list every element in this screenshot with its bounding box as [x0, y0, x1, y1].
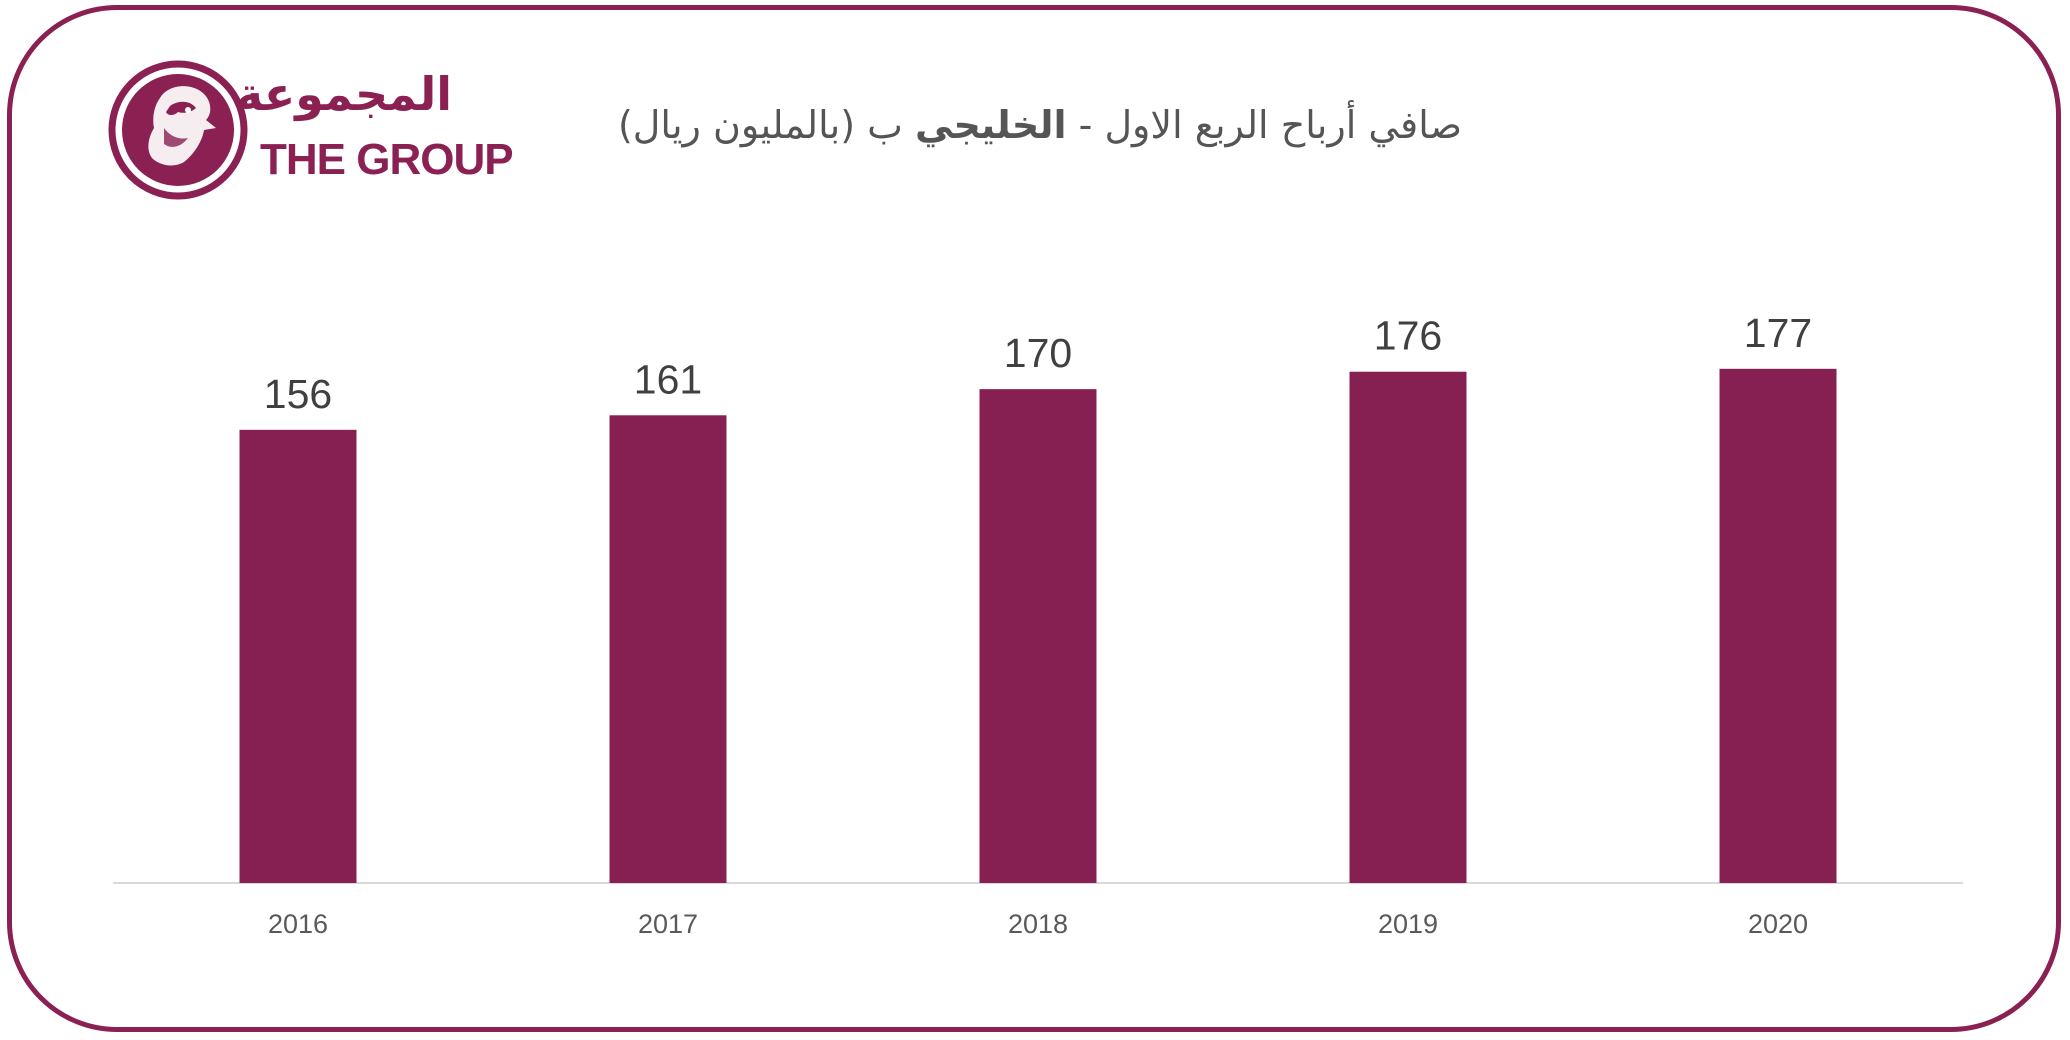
data-label-2017: 161 — [634, 356, 702, 402]
x-tick-label-2017: 2017 — [638, 909, 698, 939]
logo-arabic-text: المجموعة — [235, 67, 452, 121]
x-tick-label-2018: 2018 — [1008, 909, 1068, 939]
data-label-2020: 177 — [1744, 310, 1812, 356]
data-label-2016: 156 — [264, 371, 332, 417]
bar-2019 — [1349, 371, 1467, 883]
chart-title-part1: صافي أرباح الربع الاول - — [1078, 103, 1463, 147]
data-label-2019: 176 — [1374, 313, 1442, 359]
falcon-emblem-icon — [108, 60, 248, 200]
x-tick-label-2019: 2019 — [1378, 909, 1438, 939]
bar-2020 — [1719, 368, 1837, 883]
chart-title-bold: الخليجي — [915, 103, 1067, 147]
bar-2017 — [609, 415, 727, 883]
x-tick-label-2020: 2020 — [1748, 909, 1808, 939]
chart-title-part3: ب (بالمليون ريال) — [617, 103, 903, 147]
data-label-2018: 170 — [1004, 330, 1072, 376]
chart-title: صافي أرباح الربع الاول - الخليجي ب (بالم… — [560, 95, 1520, 155]
bar-2018 — [979, 389, 1097, 883]
bar-2016 — [239, 429, 357, 883]
x-tick-label-2016: 2016 — [268, 909, 328, 939]
